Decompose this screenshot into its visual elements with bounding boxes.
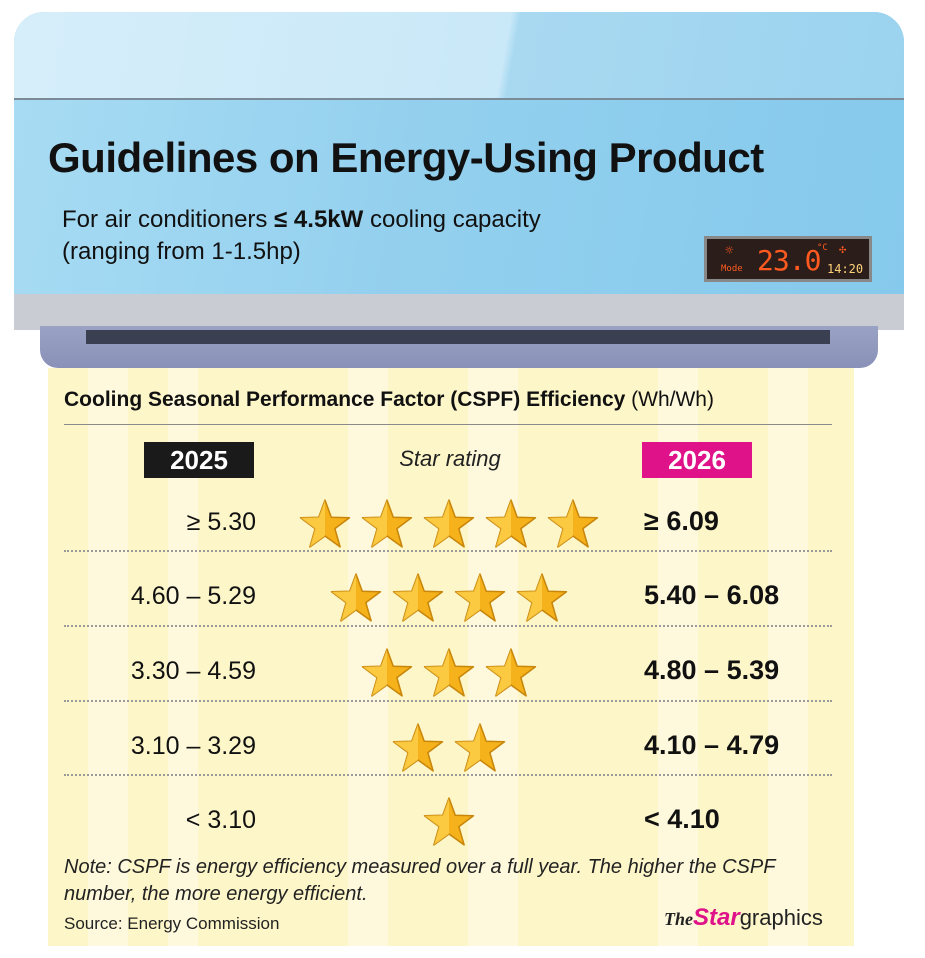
fan-icon: ✣ (839, 242, 847, 256)
ac-unit (14, 12, 904, 330)
star-icon (423, 499, 475, 548)
star-group (294, 572, 604, 624)
rating-row: 4.60 – 5.29 5.40 – 6.08 (64, 562, 832, 636)
star-icon (485, 499, 537, 548)
star-icon (485, 648, 537, 697)
star-icon (423, 797, 475, 846)
ac-lower-edge (14, 294, 904, 330)
range-2026: ≥ 6.09 (644, 506, 719, 536)
ac-divider (14, 98, 904, 100)
row-divider (64, 700, 832, 702)
thestar-graphics-logo: TheStargraphics (664, 904, 823, 932)
star-icon (361, 648, 413, 697)
row-divider (64, 774, 832, 776)
range-2025: 3.10 – 3.29 (130, 732, 256, 760)
ac-display: ☼ Mode 23.0 °C ✣ 14:20 (704, 236, 872, 282)
ac-vent (86, 330, 830, 344)
range-2025: < 3.10 (185, 806, 256, 834)
star-rating-header: Star rating (399, 446, 501, 471)
page-title: Guidelines on Energy-Using Product (48, 134, 764, 181)
logo-the: The (664, 909, 693, 929)
ac-body (14, 100, 904, 330)
star-icon (547, 499, 599, 548)
table-heading: Cooling Seasonal Performance Factor (CSP… (64, 388, 714, 412)
logo-graphics: graphics (739, 905, 823, 930)
range-2026: 5.40 – 6.08 (644, 580, 780, 610)
rating-row: ≥ 5.30 ≥ 6.09 (64, 488, 832, 562)
footnote: Note: CSPF is energy efficiency measured… (64, 856, 776, 905)
range-2025: 4.60 – 5.29 (130, 582, 256, 610)
star-group (294, 722, 604, 774)
star-icon (423, 648, 475, 697)
logo-star: Star (693, 904, 740, 931)
light-beam (88, 368, 128, 946)
range-2026: 4.10 – 4.79 (644, 730, 780, 760)
light-beam (348, 368, 388, 946)
star-icon (516, 573, 568, 622)
year-2026-badge: 2026 (642, 442, 752, 478)
time-readout: 14:20 (827, 262, 864, 276)
subtitle-capacity: ≤ 4.5kW (274, 206, 364, 233)
source-credit: Source: Energy Commission (64, 914, 280, 933)
sun-icon: ☼ (725, 243, 734, 259)
star-group (294, 647, 604, 699)
range-2025: 3.30 – 4.59 (130, 657, 256, 685)
rating-row: < 3.10 < 4.10 (64, 786, 832, 860)
subtitle-text: For air conditioners (62, 206, 275, 233)
range-2026: 4.80 – 5.39 (644, 655, 780, 685)
star-icon (454, 573, 506, 622)
star-icon (392, 723, 444, 772)
range-2026: < 4.10 (644, 804, 720, 834)
star-icon (454, 723, 506, 772)
subtitle-text-end: cooling capacity (363, 206, 541, 233)
light-beam (768, 368, 808, 946)
ac-top-panel (14, 12, 904, 98)
table-heading-unit: (Wh/Wh) (625, 388, 714, 411)
star-icon (330, 573, 382, 622)
rating-row: 3.30 – 4.59 4.80 – 5.39 (64, 637, 832, 711)
star-group (294, 796, 604, 848)
star-group (294, 498, 604, 550)
star-icon (361, 499, 413, 548)
heading-divider (64, 424, 832, 425)
temperature-unit: °C (817, 243, 828, 253)
subtitle: For air conditioners ≤ 4.5kW cooling cap… (62, 204, 541, 268)
mode-label: Mode (721, 264, 743, 274)
star-icon (392, 573, 444, 622)
year-2025-badge: 2025 (144, 442, 254, 478)
temperature-readout: 23.0 (757, 244, 821, 277)
star-icon (299, 499, 351, 548)
subtitle-range: (ranging from 1-1.5hp) (62, 238, 301, 265)
row-divider (64, 550, 832, 552)
rating-row: 3.10 – 3.29 4.10 – 4.79 (64, 712, 832, 786)
range-2025: ≥ 5.30 (186, 508, 256, 536)
row-divider (64, 625, 832, 627)
table-heading-text: Cooling Seasonal Performance Factor (CSP… (64, 388, 626, 411)
